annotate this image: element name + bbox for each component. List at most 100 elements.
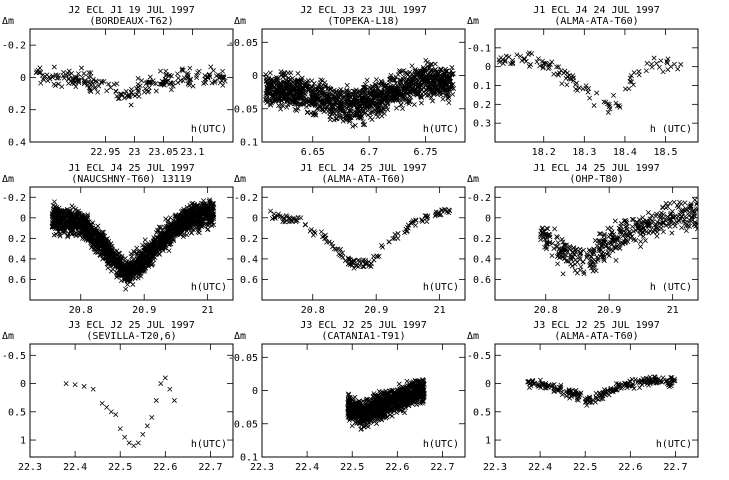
y-tick-label: 0.2 — [473, 234, 491, 245]
data-points — [33, 64, 228, 108]
data-point — [263, 75, 269, 81]
data-point — [59, 84, 65, 90]
data-point — [618, 227, 623, 233]
data-point — [375, 86, 381, 92]
data-point — [656, 64, 662, 70]
x-tick-label: 6.75 — [413, 147, 437, 158]
data-point — [140, 254, 146, 260]
data-point — [564, 82, 570, 88]
y-axis-label: Δm — [2, 174, 14, 185]
data-point — [66, 68, 72, 74]
data-point — [148, 247, 154, 252]
data-point — [87, 88, 93, 94]
data-point — [283, 213, 289, 219]
data-point — [215, 72, 221, 78]
data-point — [128, 102, 134, 108]
data-point — [617, 240, 623, 246]
data-point — [362, 95, 367, 101]
data-point — [603, 99, 609, 105]
data-point — [584, 255, 590, 260]
ticks — [495, 187, 698, 300]
data-point — [669, 208, 675, 214]
data-point — [687, 210, 693, 215]
data-point — [567, 73, 572, 78]
x-tick-label: 20.9 — [132, 305, 156, 316]
data-point — [395, 231, 401, 236]
data-point — [443, 66, 448, 72]
x-axis-label: h(UTC) — [191, 282, 227, 293]
data-point — [124, 278, 130, 284]
data-point — [210, 209, 216, 215]
data-point — [665, 56, 671, 62]
data-point — [65, 234, 71, 240]
data-point — [99, 78, 105, 84]
data-point — [174, 216, 180, 222]
data-point — [110, 266, 116, 272]
data-point — [108, 85, 114, 90]
data-point — [368, 86, 374, 92]
panel-title: J2 ECL J1 19 JUL 1997 — [68, 5, 194, 16]
data-point — [594, 243, 600, 249]
data-point — [196, 208, 202, 214]
data-point — [411, 102, 417, 108]
data-point — [135, 84, 141, 90]
x-tick-label: 21 — [667, 305, 679, 316]
data-point — [540, 225, 546, 231]
data-point — [293, 217, 299, 223]
data-point — [274, 77, 280, 83]
data-point — [649, 64, 655, 70]
data-point — [176, 222, 182, 228]
data-point — [392, 77, 398, 83]
data-point — [66, 76, 72, 82]
data-point — [405, 76, 411, 82]
data-point — [679, 225, 685, 231]
data-point — [99, 400, 105, 406]
data-point — [67, 207, 73, 213]
data-point — [61, 75, 67, 81]
data-point — [405, 225, 411, 231]
y-tick-label: 0 — [20, 213, 26, 224]
data-point — [209, 213, 215, 219]
data-point — [322, 105, 328, 111]
data-point — [164, 231, 170, 237]
data-point — [153, 88, 159, 94]
y-tick-label: -0.2 — [467, 193, 491, 204]
data-point — [398, 98, 404, 104]
data-point — [190, 83, 196, 89]
data-point — [84, 233, 90, 239]
data-point — [104, 252, 110, 258]
data-point — [319, 78, 325, 84]
data-point — [641, 225, 647, 231]
x-tick-label: 21 — [202, 305, 214, 316]
data-point — [622, 230, 628, 236]
data-point — [375, 114, 381, 120]
data-point — [395, 89, 401, 95]
data-point — [66, 80, 72, 86]
data-point — [280, 219, 286, 225]
data-point — [217, 80, 223, 86]
data-point — [635, 223, 641, 229]
data-point — [69, 223, 75, 229]
data-point — [578, 249, 584, 255]
x-tick-label: 23 — [128, 147, 140, 158]
data-point — [53, 207, 59, 213]
data-point — [142, 86, 148, 92]
data-point — [135, 75, 141, 81]
data-point — [70, 77, 76, 82]
data-point — [52, 212, 57, 218]
data-point — [424, 219, 430, 225]
data-point — [166, 230, 172, 235]
data-point — [535, 56, 541, 62]
x-tick-label: 22.3 — [18, 462, 42, 473]
data-point — [79, 65, 84, 71]
x-axis-label: h(UTC) — [423, 124, 459, 135]
data-point — [205, 206, 211, 212]
data-point — [591, 250, 597, 256]
plot-frame — [29, 28, 234, 143]
data-point — [308, 227, 314, 233]
y-tick-label: 0 — [252, 213, 258, 224]
data-point — [80, 75, 86, 81]
data-point — [164, 239, 170, 245]
